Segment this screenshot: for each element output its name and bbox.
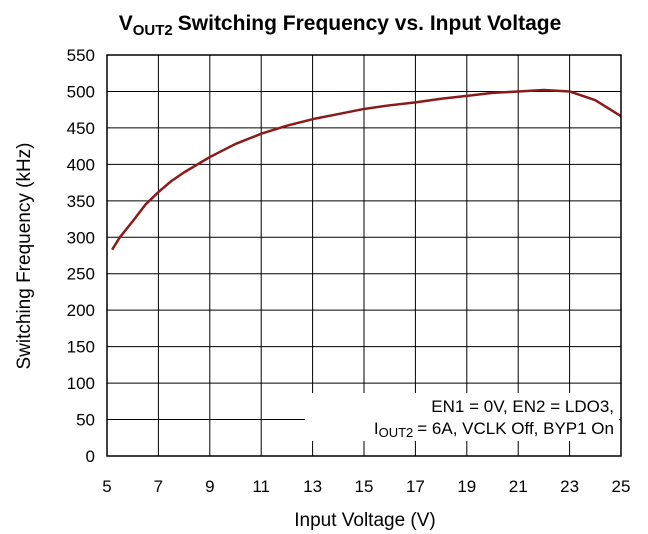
annotation-line1: EN1 = 0V, EN2 = LDO3, xyxy=(431,397,614,416)
x-tick-label: 9 xyxy=(205,477,214,496)
y-tick-label: 0 xyxy=(86,447,95,466)
y-tick-label: 550 xyxy=(67,46,95,65)
x-tick-label: 5 xyxy=(102,477,111,496)
title-sub: OUT2 xyxy=(133,22,173,39)
x-tick-label: 7 xyxy=(154,477,163,496)
title-main: V xyxy=(119,12,133,35)
plot-frame xyxy=(106,54,622,457)
y-tick-label: 250 xyxy=(67,265,95,284)
y-axis-label: Switching Frequency (kHz) xyxy=(14,142,35,369)
y-tick-label: 500 xyxy=(67,82,95,101)
data-line xyxy=(111,88,622,251)
y-tick-label: 50 xyxy=(76,411,95,430)
y-tick-label: 150 xyxy=(67,338,95,357)
y-tick-label: 450 xyxy=(67,119,95,138)
y-tick-label: 300 xyxy=(67,228,95,247)
annotation-main: I xyxy=(374,419,379,438)
annotation-line2: IOUT2 = 6A, VCLK Off, BYP1 On xyxy=(374,419,614,440)
chart-title: VOUT2 Switching Frequency vs. Input Volta… xyxy=(119,12,562,39)
y-tick-label: 100 xyxy=(67,374,95,393)
x-tick-label: 17 xyxy=(406,477,425,496)
plot xyxy=(111,88,622,251)
y-tick-label: 400 xyxy=(67,155,95,174)
annotation-rest: = 6A, VCLK Off, BYP1 On xyxy=(417,419,614,438)
x-axis-label: Input Voltage (V) xyxy=(294,510,436,531)
annotation-sub: OUT2 xyxy=(379,425,414,440)
x-tick-label: 11 xyxy=(252,477,270,496)
x-tick-label: 23 xyxy=(560,477,579,496)
x-tick-label: 25 xyxy=(612,477,631,496)
annotation-box xyxy=(305,393,619,441)
x-tick-label: 15 xyxy=(355,477,374,496)
x-tick-label: 21 xyxy=(509,477,528,496)
title-rest: Switching Frequency vs. Input Voltage xyxy=(178,12,562,35)
x-tick-label: 13 xyxy=(303,477,322,496)
y-tick-label: 200 xyxy=(67,301,95,320)
x-tick-label: 19 xyxy=(457,477,476,496)
y-tick-label: 350 xyxy=(67,192,95,211)
